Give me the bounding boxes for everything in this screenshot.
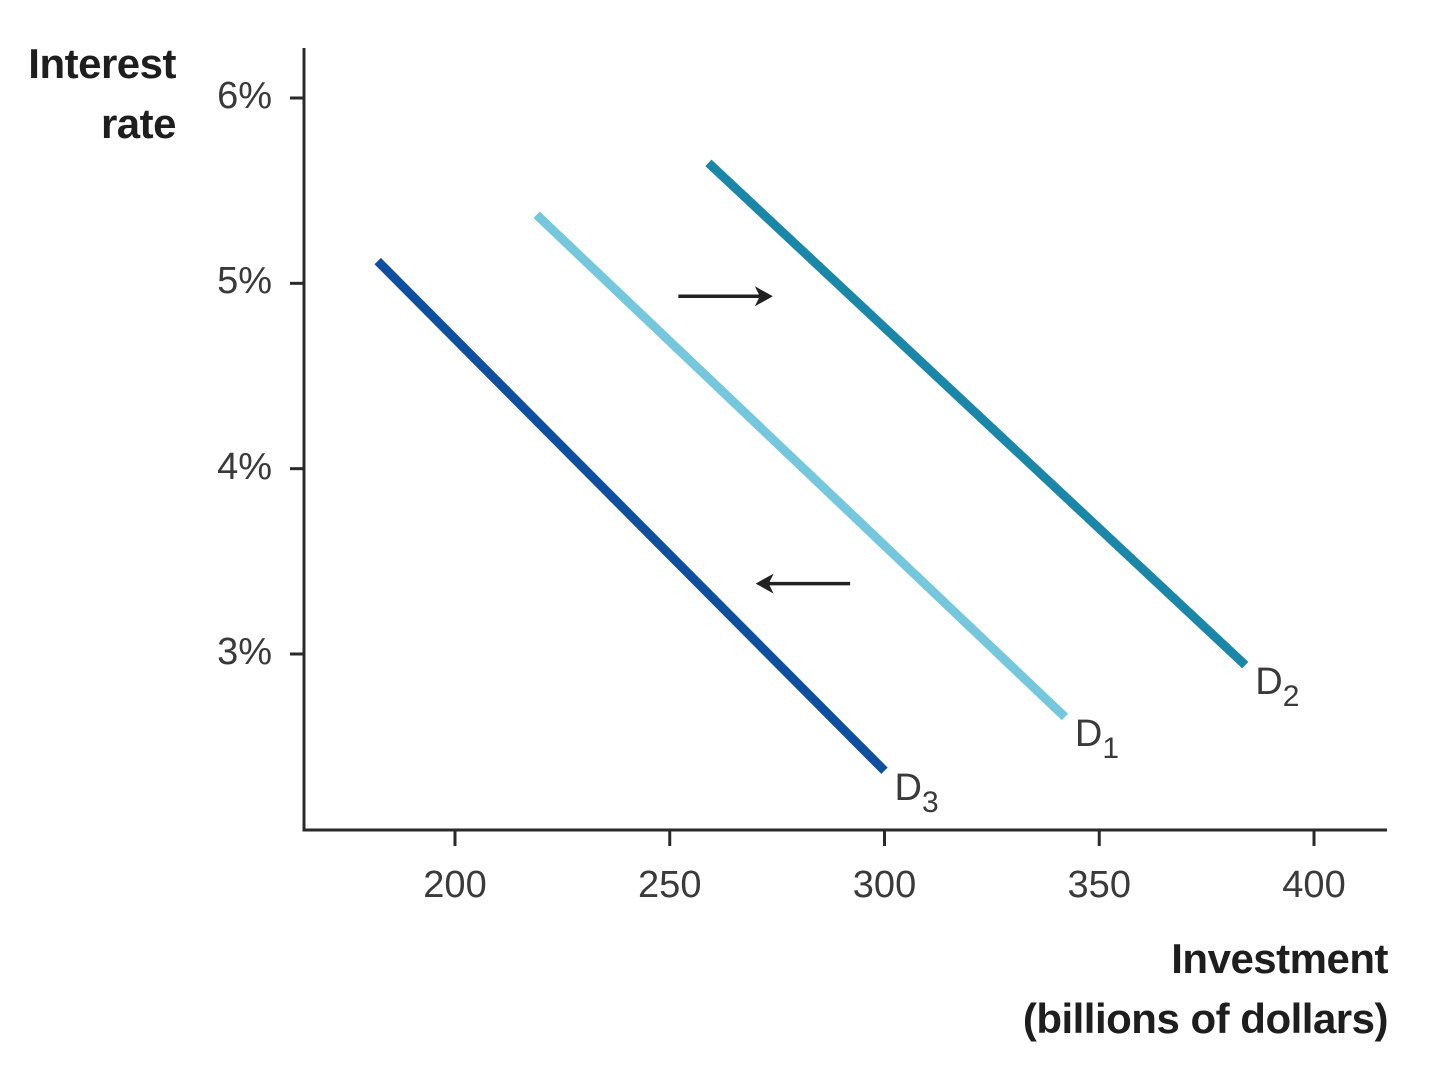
axes [290, 48, 1387, 846]
y-axis-label-line-2: rate [100, 100, 177, 147]
demand-curves [374, 159, 1249, 774]
arrow-head [755, 573, 774, 594]
arrow-head [754, 286, 773, 307]
curve-label-d1: D1 [1074, 713, 1120, 765]
demand-curve-d3 [374, 257, 888, 774]
x-axis-label-line-1: Investment [1171, 935, 1388, 982]
y-tick-label: 4% [217, 445, 272, 488]
demand-curve-d1 [533, 211, 1068, 721]
y-tick-label: 3% [217, 631, 272, 673]
x-tick-label: 250 [638, 864, 702, 906]
y-tick-label: 5% [217, 260, 272, 303]
arrow-right-icon [678, 286, 773, 307]
curve-label-d3: D3 [894, 766, 939, 819]
x-tick-label: 350 [1067, 864, 1131, 906]
x-tick-label: 400 [1282, 864, 1346, 906]
y-tick-label: 6% [217, 75, 272, 117]
curve-label-d2: D2 [1255, 661, 1300, 714]
y-axis-label-line-1: Interest [28, 40, 176, 87]
demand-curve-d2 [705, 159, 1249, 669]
x-tick-label: 300 [852, 864, 917, 906]
x-tick-label: 200 [423, 864, 487, 906]
shift-arrows [678, 286, 851, 594]
arrow-left-icon [755, 573, 851, 594]
x-axis-label-line-2: (billions of dollars) [1022, 995, 1389, 1042]
